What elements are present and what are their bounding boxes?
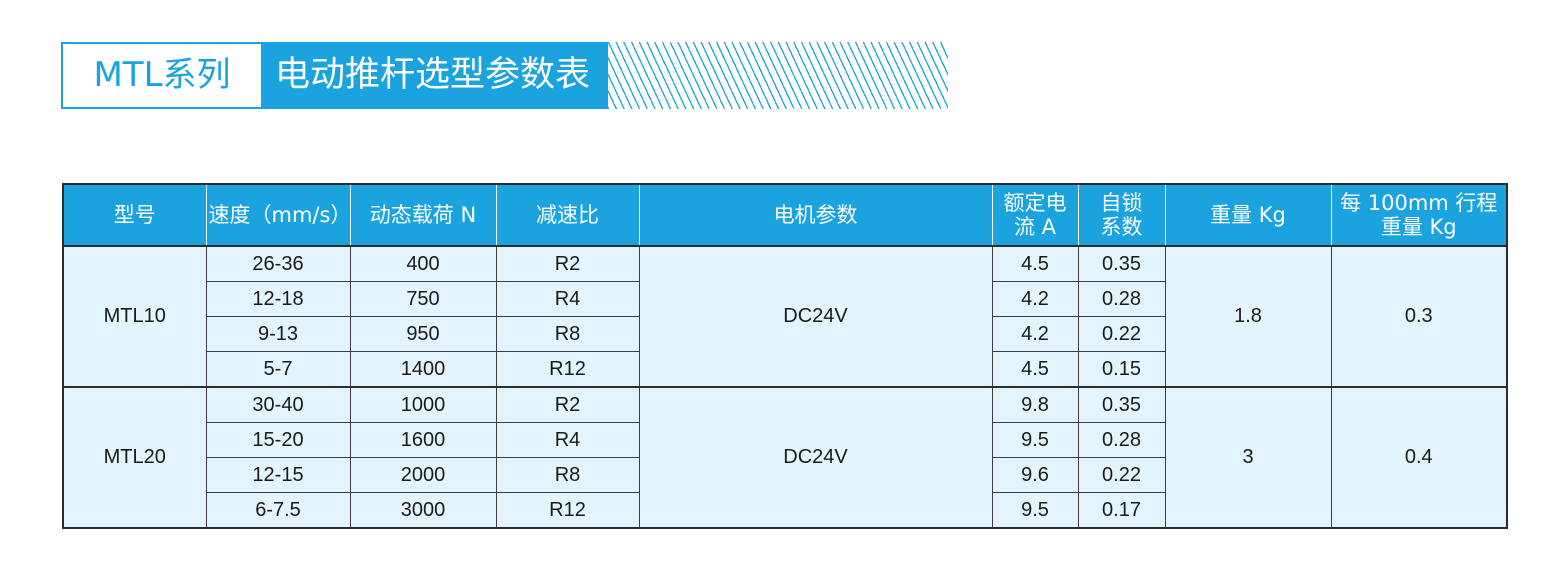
speed-cell: 12-18	[205, 281, 351, 317]
load-cell: 950	[349, 316, 497, 352]
speed-cell: 15-20	[205, 422, 351, 458]
ratio-cell: R8	[495, 316, 640, 352]
header-ratio: 减速比	[495, 184, 639, 246]
header-weight-per-100mm: 每 100mm 行程 重量 Kg	[1330, 184, 1507, 246]
table-row: 5-7 1400 R12 4.5 0.15	[63, 351, 1507, 388]
header-weight-per-100mm-line1: 每 100mm 行程	[1340, 191, 1498, 215]
current-cell: 4.5	[991, 245, 1079, 282]
title-main-label: 电动推杆选型参数表	[263, 42, 609, 109]
ratio-cell: R8	[495, 457, 640, 493]
speed-cell: 26-36	[205, 245, 351, 282]
load-cell: 1400	[349, 351, 497, 388]
load-cell: 400	[349, 245, 497, 282]
weight-per-100mm-cell: 0.3	[1330, 245, 1508, 388]
table-row: 9-13 950 R8 4.2 0.22	[63, 316, 1507, 352]
table-header-row: 型号 速度（mm/s） 动态载荷 N 减速比 电机参数 额定电 流 A 自锁 系…	[63, 184, 1507, 246]
lock-cell: 0.22	[1077, 457, 1166, 493]
header-speed: 速度（mm/s）	[205, 184, 351, 246]
weight-cell: 3	[1164, 386, 1332, 529]
lock-cell: 0.17	[1077, 492, 1166, 529]
spec-table: 型号 速度（mm/s） 动态载荷 N 减速比 电机参数 额定电 流 A 自锁 系…	[62, 183, 1508, 529]
ratio-cell: R12	[495, 351, 640, 388]
header-load: 动态载荷 N	[349, 184, 496, 246]
current-cell: 4.2	[991, 316, 1079, 352]
current-cell: 9.8	[991, 386, 1079, 423]
load-cell: 1600	[349, 422, 497, 458]
ratio-cell: R2	[495, 245, 640, 282]
table-row: 12-15 2000 R8 9.6 0.22	[63, 457, 1507, 493]
header-current: 额定电 流 A	[991, 184, 1078, 246]
weight-per-100mm-cell: 0.4	[1330, 386, 1508, 529]
table-row: MTL10 26-36 400 R2 DC24V 4.5 0.35 1.8 0.…	[63, 245, 1508, 388]
title-banner: MTL系列 电动推杆选型参数表	[61, 42, 949, 109]
current-cell: 4.2	[991, 281, 1079, 317]
table-row: MTL20 30-40 1000 R2 DC24V 9.8 0.35 3 0.4	[63, 386, 1508, 529]
lock-cell: 0.22	[1077, 316, 1166, 352]
speed-cell: 9-13	[205, 316, 351, 352]
header-weight: 重量 Kg	[1164, 184, 1331, 246]
model-cell: MTL10	[63, 245, 207, 388]
lock-cell: 0.35	[1077, 245, 1166, 282]
model-cell: MTL20	[63, 386, 207, 529]
load-cell: 1000	[349, 386, 497, 423]
table-row: 15-20 1600 R4 9.5 0.28	[63, 422, 1507, 458]
lock-cell: 0.15	[1077, 351, 1166, 388]
speed-cell: 5-7	[205, 351, 351, 388]
speed-cell: 12-15	[205, 457, 351, 493]
lock-cell: 0.35	[1077, 386, 1166, 423]
lock-cell: 0.28	[1077, 281, 1166, 317]
current-cell: 9.6	[991, 457, 1079, 493]
header-weight-per-100mm-line2: 重量 Kg	[1380, 215, 1457, 239]
table-row: 12-18 750 R4 4.2 0.28	[63, 281, 1507, 317]
header-lock-line1: 自锁	[1100, 191, 1143, 215]
current-cell: 4.5	[991, 351, 1079, 388]
header-motor: 电机参数	[638, 184, 992, 246]
ratio-cell: R4	[495, 422, 640, 458]
ratio-cell: R12	[495, 492, 640, 529]
speed-cell: 30-40	[205, 386, 351, 423]
motor-cell: DC24V	[638, 386, 993, 529]
header-model: 型号	[63, 184, 206, 246]
ratio-cell: R4	[495, 281, 640, 317]
ratio-cell: R2	[495, 386, 640, 423]
current-cell: 9.5	[991, 422, 1079, 458]
header-lock-line2: 系数	[1100, 215, 1143, 239]
weight-cell: 1.8	[1164, 245, 1332, 388]
load-cell: 3000	[349, 492, 497, 529]
header-current-line2: 流 A	[1013, 215, 1057, 239]
motor-cell: DC24V	[638, 245, 993, 388]
speed-cell: 6-7.5	[205, 492, 351, 529]
load-cell: 750	[349, 281, 497, 317]
header-lock: 自锁 系数	[1077, 184, 1165, 246]
header-current-line1: 额定电	[1003, 191, 1067, 215]
title-series-label: MTL系列	[61, 42, 263, 109]
current-cell: 9.5	[991, 492, 1079, 529]
table-row: 6-7.5 3000 R12 9.5 0.17	[63, 492, 1507, 529]
lock-cell: 0.28	[1077, 422, 1166, 458]
load-cell: 2000	[349, 457, 497, 493]
title-hatch-decoration	[608, 42, 949, 109]
